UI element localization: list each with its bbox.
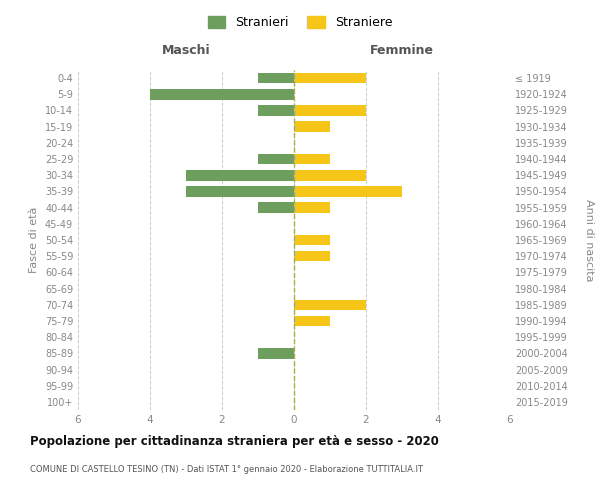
Bar — [150, 89, 294, 100]
Bar — [294, 170, 366, 180]
Bar — [258, 73, 294, 84]
Bar — [294, 186, 402, 196]
Bar — [294, 105, 366, 116]
Bar — [294, 73, 366, 84]
Bar — [186, 186, 294, 196]
Bar — [294, 251, 330, 262]
Bar — [294, 154, 330, 164]
Bar — [258, 348, 294, 358]
Bar — [258, 154, 294, 164]
Bar — [294, 122, 330, 132]
Bar — [294, 300, 366, 310]
Bar — [186, 170, 294, 180]
Text: Femmine: Femmine — [370, 44, 434, 57]
Bar — [294, 202, 330, 213]
Bar — [258, 202, 294, 213]
Text: Popolazione per cittadinanza straniera per età e sesso - 2020: Popolazione per cittadinanza straniera p… — [30, 435, 439, 448]
Y-axis label: Anni di nascita: Anni di nascita — [584, 198, 595, 281]
Bar — [294, 234, 330, 246]
Text: Maschi: Maschi — [161, 44, 211, 57]
Legend: Stranieri, Straniere: Stranieri, Straniere — [203, 11, 397, 34]
Text: COMUNE DI CASTELLO TESINO (TN) - Dati ISTAT 1° gennaio 2020 - Elaborazione TUTTI: COMUNE DI CASTELLO TESINO (TN) - Dati IS… — [30, 465, 423, 474]
Bar — [294, 316, 330, 326]
Bar — [258, 105, 294, 116]
Y-axis label: Fasce di età: Fasce di età — [29, 207, 39, 273]
